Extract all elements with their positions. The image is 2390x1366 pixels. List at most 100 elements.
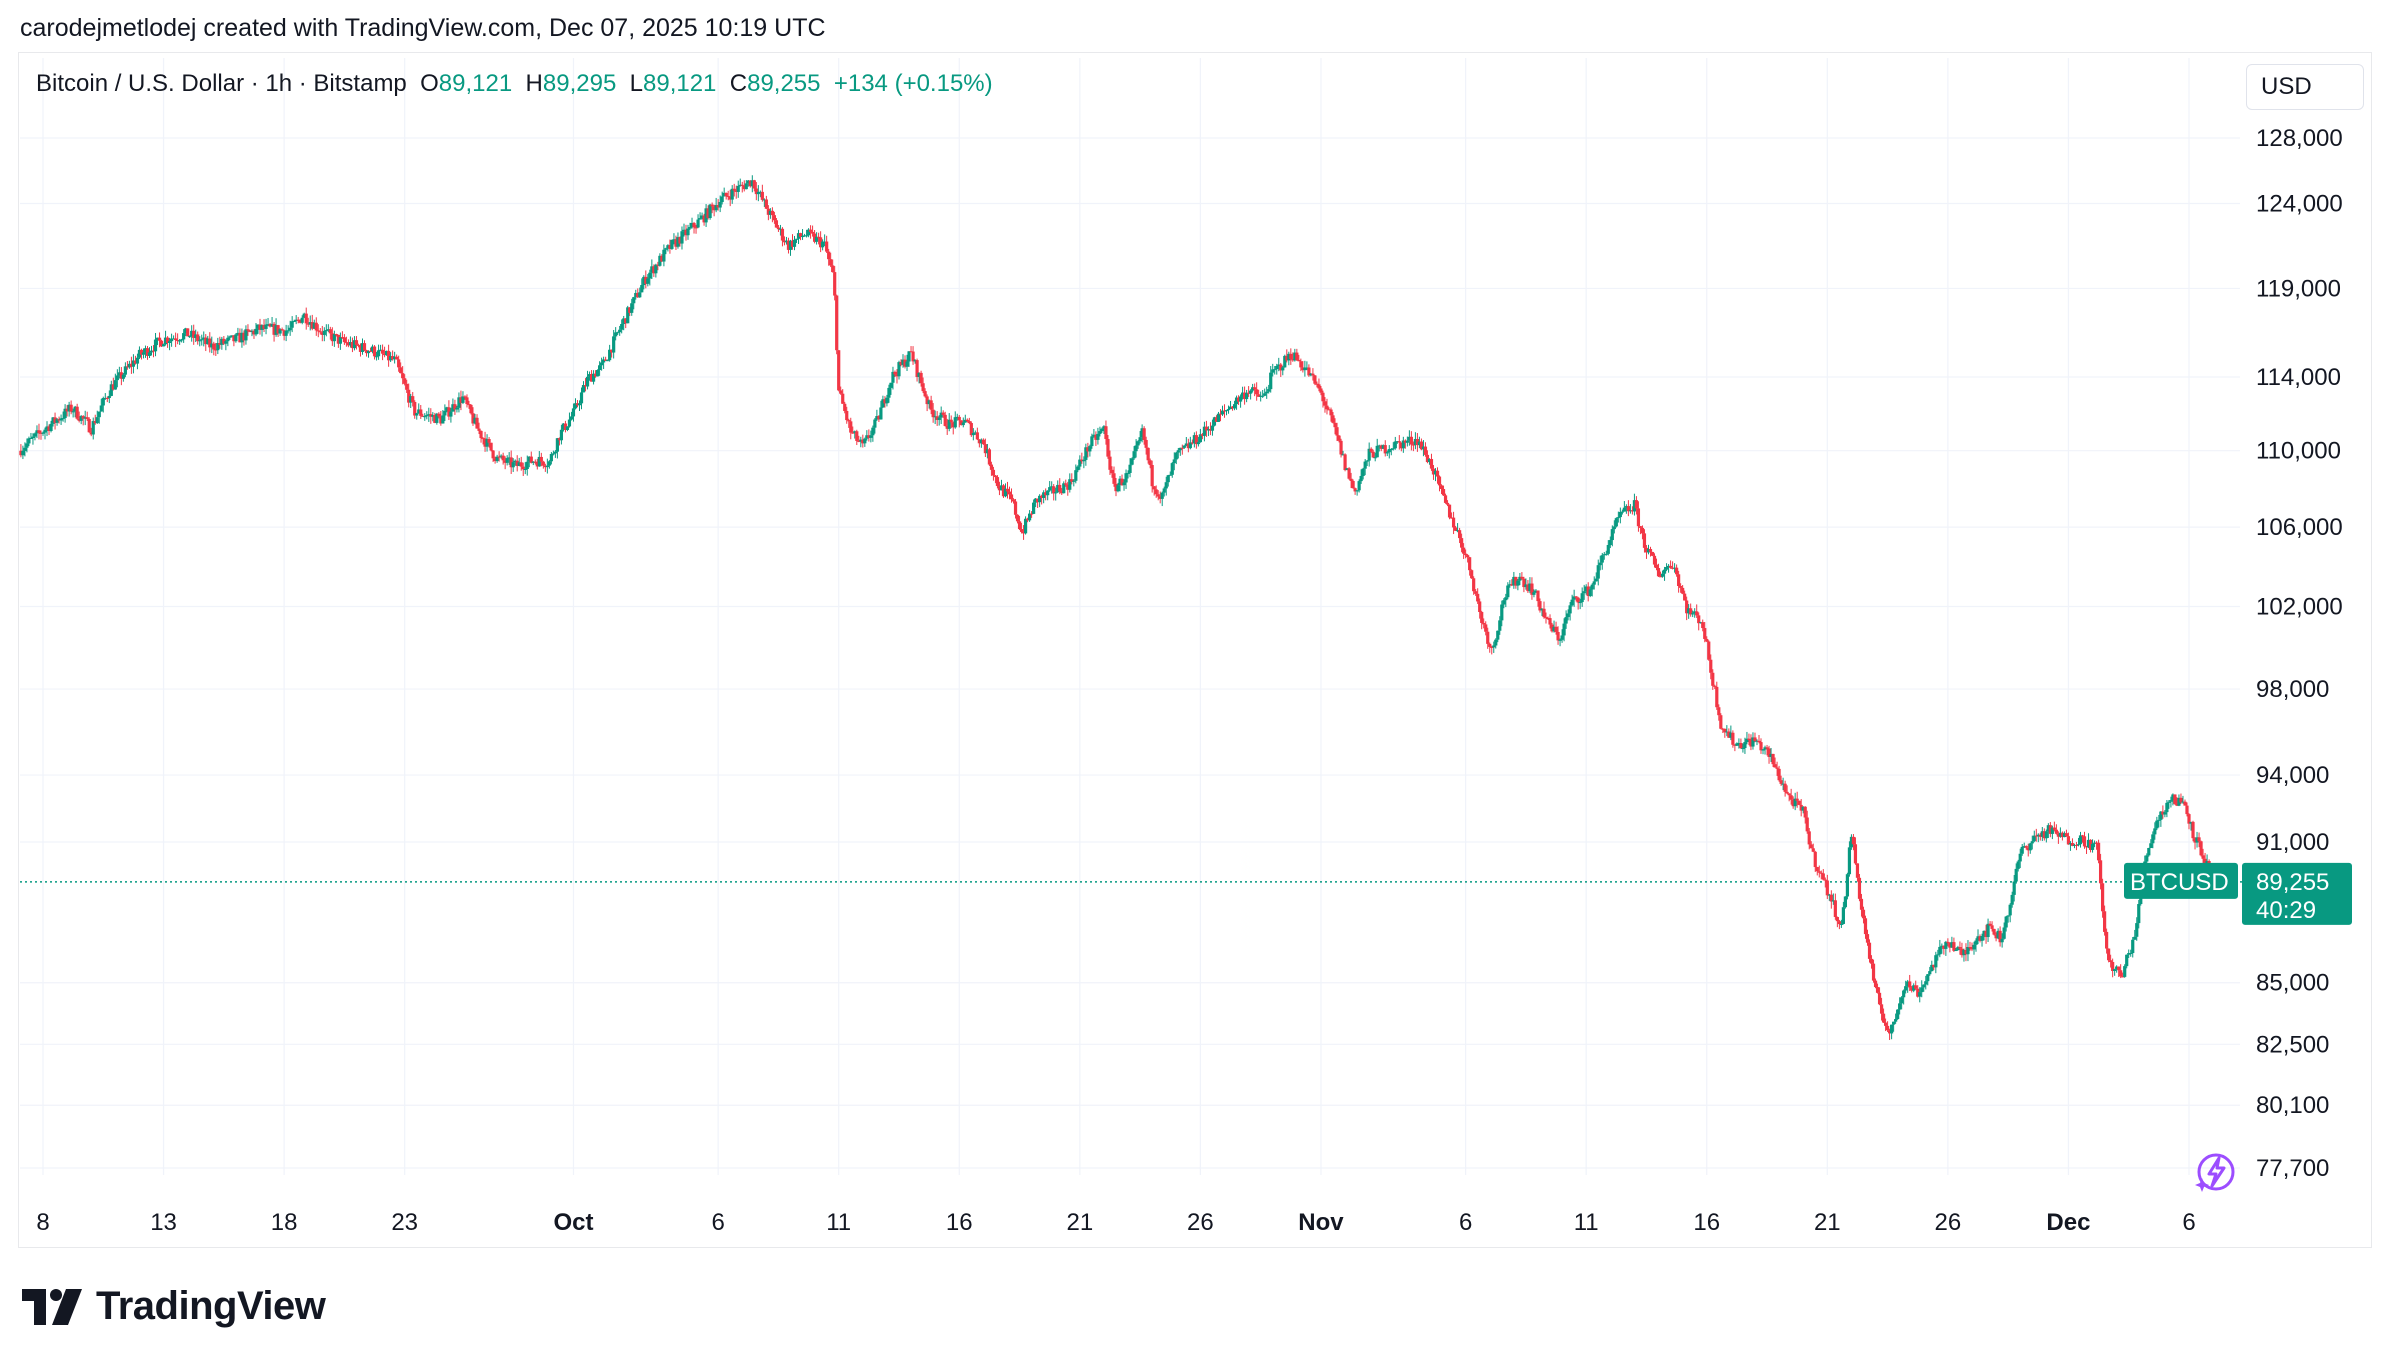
candle-body (1034, 498, 1038, 503)
candle-body (1327, 409, 1331, 411)
candle-body (198, 340, 202, 342)
candle-body (1510, 584, 1514, 586)
candle-body (2179, 797, 2183, 803)
candle-body (469, 404, 473, 414)
candle-body (433, 414, 437, 423)
chart-frame[interactable] (18, 52, 2372, 1248)
candle-body (1385, 452, 1389, 454)
candle-body (630, 303, 634, 313)
symbol-legend[interactable]: Bitcoin / U.S. Dollar · 1h · Bitstamp O8… (36, 70, 993, 98)
candle-body (845, 410, 849, 421)
candle-body (1076, 466, 1080, 471)
candle-body (1007, 491, 1012, 495)
candle-body (449, 411, 453, 417)
candle-body (1114, 483, 1118, 492)
candle-body (1313, 375, 1317, 384)
candle-body (802, 235, 807, 237)
candle-body (1136, 441, 1140, 446)
candle-body (587, 374, 592, 377)
candle-body (1936, 954, 1940, 956)
candle-body (1847, 847, 1852, 875)
candle-body (1194, 435, 1198, 445)
candle-body (165, 337, 170, 343)
candle-body (1871, 963, 1876, 981)
candle-body (387, 350, 391, 361)
candle-body (575, 403, 580, 406)
candle-body (1926, 974, 1930, 982)
candle-body (1725, 731, 1729, 733)
candle-body (2070, 843, 2075, 846)
candle-body (1140, 428, 1144, 438)
candle-body (1660, 573, 1665, 577)
candle-body (1124, 473, 1128, 483)
candle-body (881, 399, 885, 408)
candle-body (758, 191, 762, 193)
candle-body (859, 439, 863, 442)
candle-body (618, 329, 622, 333)
candle-body (65, 408, 69, 412)
candle-body (2082, 836, 2087, 847)
candle-body (73, 406, 77, 412)
candle-body (1747, 738, 1751, 741)
candle-body (1652, 555, 1657, 565)
candle-body (1877, 992, 1882, 1005)
candle-body (1978, 936, 1982, 941)
candle-body (1273, 369, 1277, 371)
candle-body (606, 360, 610, 362)
candle-body (1956, 947, 1960, 950)
candle-body (453, 404, 457, 410)
candle-body (2195, 837, 2199, 843)
candle-body (1771, 753, 1775, 765)
candle-body (2022, 846, 2026, 848)
candle-body (1628, 510, 1632, 512)
candle-body (1100, 428, 1104, 432)
candle-body (55, 419, 59, 423)
candle-body (135, 357, 140, 364)
candle-body (1697, 615, 1701, 624)
candle-body (1634, 500, 1639, 509)
candle-body (95, 417, 99, 424)
candle-body (561, 423, 566, 430)
candle-body (810, 231, 815, 234)
tradingview-logo[interactable]: TradingView (22, 1284, 326, 1329)
candle-body (1841, 907, 1845, 924)
candle-body (2008, 904, 2012, 916)
candle-body (481, 438, 485, 440)
candle-body (1164, 482, 1168, 489)
candle-body (1295, 352, 1299, 360)
candle-body (1610, 529, 1614, 541)
candle-body (670, 239, 674, 249)
legend-symbol[interactable]: Bitcoin / U.S. Dollar · 1h · Bitstamp (36, 70, 407, 97)
candle-body (1620, 511, 1624, 513)
candle-body (1986, 923, 1990, 938)
candle-body (784, 240, 789, 243)
candle-body (585, 376, 590, 387)
candle-body (1598, 562, 1602, 566)
candle-body (1974, 940, 1978, 945)
candle-body (933, 416, 937, 418)
candle-body (867, 435, 871, 438)
candle-body (855, 431, 859, 441)
candle-body (865, 435, 869, 439)
candle-body (569, 416, 574, 420)
assistant-sparkle-icon[interactable] (2195, 1153, 2235, 1192)
currency-selector[interactable]: USD (2246, 64, 2364, 110)
candle-body (2205, 861, 2209, 865)
candle-body (290, 321, 294, 328)
candle-body (1417, 441, 1422, 446)
candle-body (2105, 931, 2109, 949)
candle-body (471, 413, 475, 424)
candle-body (1972, 944, 1976, 950)
candle-body (1560, 635, 1564, 640)
candle-body (2088, 839, 2093, 850)
candle-body (1837, 921, 1841, 925)
candle-body (1212, 417, 1217, 426)
candle-body (2002, 927, 2006, 939)
candle-body (2066, 836, 2071, 845)
time-tick-label: 18 (271, 1209, 298, 1236)
candle-body (1419, 441, 1424, 450)
candle-body (1578, 602, 1582, 604)
candle-body (1946, 941, 1950, 943)
candle-body (214, 349, 218, 351)
